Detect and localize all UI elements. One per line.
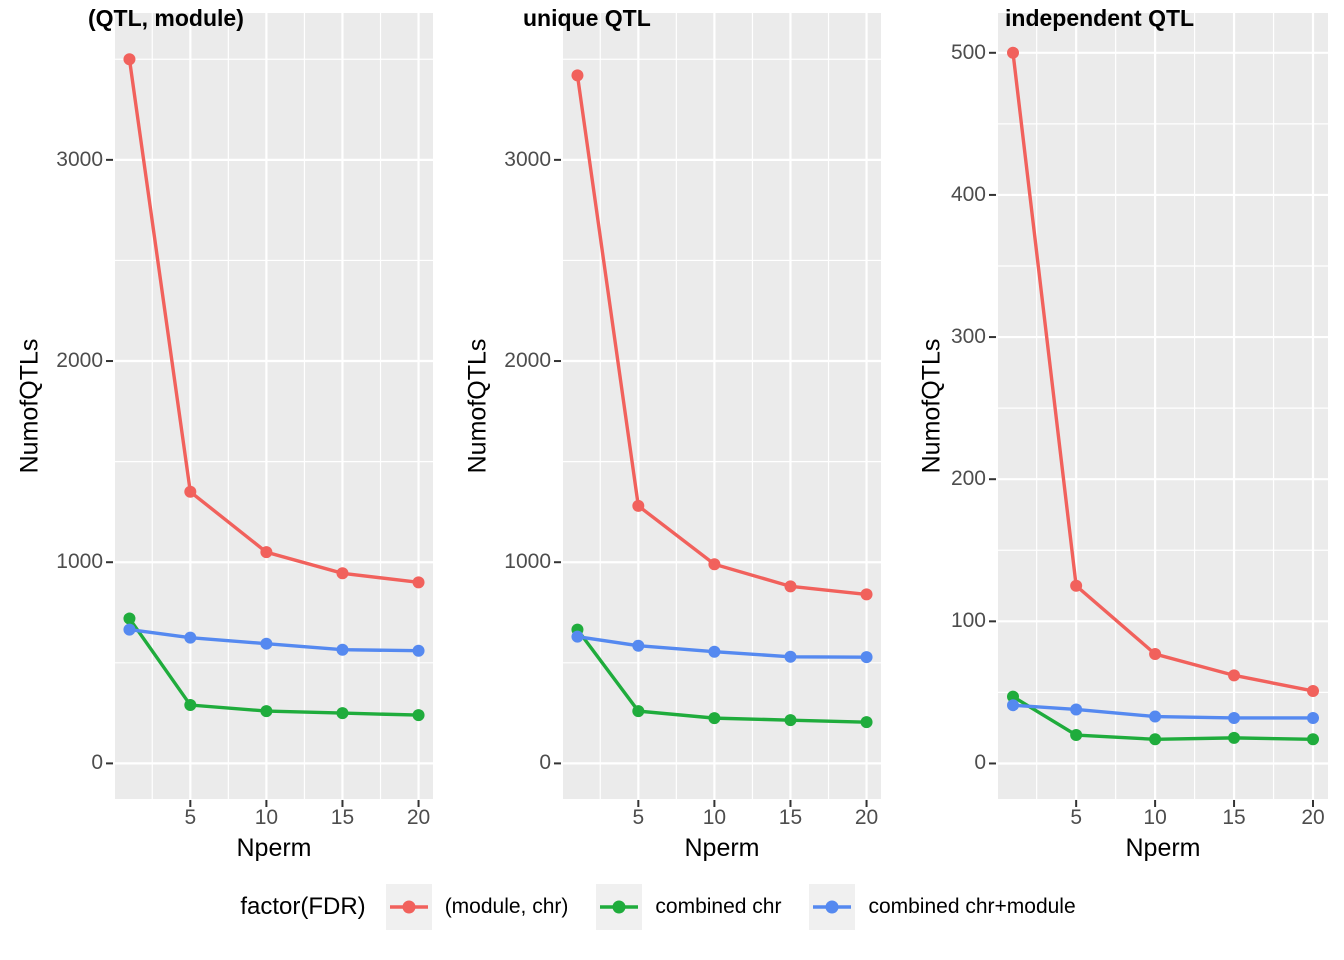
panel-title: independent QTL	[1005, 5, 1195, 31]
y-tick-label: 0	[539, 751, 551, 775]
series-point-blue	[336, 643, 349, 656]
y-tick-label: 2000	[504, 349, 551, 373]
panel-background	[563, 13, 881, 799]
y-tick-label: 1000	[504, 550, 551, 574]
series-point-green	[1149, 733, 1162, 746]
series-point-green	[1307, 733, 1319, 746]
x-tick-label: 15	[330, 806, 355, 829]
series-point-blue	[260, 637, 273, 650]
panel-title: unique QTL	[523, 5, 651, 31]
series-point-red	[860, 588, 873, 601]
panel-background	[115, 13, 433, 799]
series-point-red	[184, 485, 197, 498]
x-tick-label: 15	[1222, 806, 1246, 829]
legend-title: factor(FDR)	[240, 893, 366, 920]
legend: factor(FDR) (module, chr) combined chr com…	[0, 884, 1344, 930]
series-point-green	[123, 612, 136, 625]
y-axis-title: NumofQTLs	[15, 338, 44, 474]
y-tick-label: 2000	[56, 349, 103, 373]
y-tick-label: 400	[950, 182, 986, 206]
series-point-red	[1070, 579, 1083, 592]
y-tick-label: 0	[974, 751, 986, 775]
legend-key-glyph-icon	[600, 900, 639, 914]
series-point-red	[632, 499, 645, 512]
series-point-green	[632, 705, 645, 718]
legend-key-glyph-icon	[389, 900, 428, 914]
legend-items: (module, chr) combined chr combined chr+mo…	[385, 884, 1104, 930]
x-tick-label: 5	[1070, 806, 1082, 829]
series-point-green	[1070, 729, 1083, 742]
series-point-blue	[1070, 703, 1083, 716]
y-tick-label: 3000	[504, 147, 551, 171]
series-point-green	[1007, 690, 1019, 703]
series-point-green	[184, 699, 197, 712]
y-tick-label: 200	[950, 467, 986, 491]
y-axis-title: NumofQTLs	[463, 338, 492, 474]
series-point-blue	[184, 631, 197, 644]
series-point-red	[336, 567, 349, 580]
series-point-green	[784, 714, 797, 727]
series-point-green	[708, 712, 721, 725]
series-point-green	[336, 707, 349, 720]
series-point-red	[708, 558, 721, 571]
series-point-red	[784, 580, 797, 593]
x-axis-title: Nperm	[236, 834, 312, 862]
panel-title: (QTL, module)	[88, 5, 244, 31]
series-point-blue	[708, 645, 721, 658]
series-point-red	[412, 576, 425, 589]
series-point-blue	[632, 639, 645, 652]
series-point-blue	[1007, 699, 1019, 712]
series-point-red	[1307, 684, 1319, 697]
series-point-red	[260, 546, 273, 559]
legend-key-green	[596, 884, 643, 930]
series-point-green	[1228, 731, 1241, 744]
series-point-blue	[784, 650, 797, 663]
series-point-blue	[571, 630, 584, 643]
x-tick-label: 10	[702, 806, 727, 829]
x-tick-label: 20	[854, 806, 879, 829]
x-tick-label: 10	[254, 806, 279, 829]
series-point-blue	[1307, 711, 1319, 724]
legend-item-label: (module, chr)	[444, 895, 569, 918]
legend-key-red	[385, 884, 432, 930]
x-tick-label: 10	[1143, 806, 1167, 829]
legend-item-label: combined chr	[655, 895, 782, 918]
series-point-red	[123, 53, 136, 66]
series-point-green	[260, 705, 273, 718]
series-point-blue	[1149, 710, 1162, 723]
y-tick-label: 3000	[56, 147, 103, 171]
series-point-red	[571, 69, 584, 82]
y-tick-label: 300	[950, 325, 986, 349]
y-axis-title: NumofQTLs	[917, 338, 946, 474]
x-tick-label: 20	[406, 806, 431, 829]
series-point-blue	[123, 623, 136, 636]
series-point-green	[860, 716, 873, 729]
legend-key-blue	[809, 884, 856, 930]
y-tick-label: 1000	[56, 550, 103, 574]
series-point-blue	[1228, 711, 1241, 724]
x-tick-label: 15	[778, 806, 803, 829]
y-tick-label: 100	[950, 609, 986, 633]
legend-item-label: combined chr+module	[868, 895, 1076, 918]
series-point-blue	[412, 644, 425, 657]
legend-item: combined chr	[596, 884, 781, 930]
series-point-blue	[860, 651, 873, 664]
series-point-red	[1228, 669, 1241, 682]
series-point-red	[1149, 648, 1162, 661]
panel-background	[998, 13, 1328, 799]
series-point-red	[1007, 46, 1019, 59]
legend-item: combined chr+module	[809, 884, 1076, 930]
x-tick-label: 5	[184, 806, 197, 829]
x-tick-label: 5	[632, 806, 645, 829]
y-tick-label: 500	[950, 40, 986, 64]
legend-key-glyph-icon	[813, 900, 852, 914]
y-tick-label: 0	[91, 751, 103, 775]
x-axis-title: Nperm	[1125, 834, 1201, 862]
legend-item: (module, chr)	[385, 884, 569, 930]
x-axis-title: Nperm	[684, 834, 760, 862]
series-point-green	[412, 709, 425, 722]
x-tick-label: 20	[1301, 806, 1325, 829]
